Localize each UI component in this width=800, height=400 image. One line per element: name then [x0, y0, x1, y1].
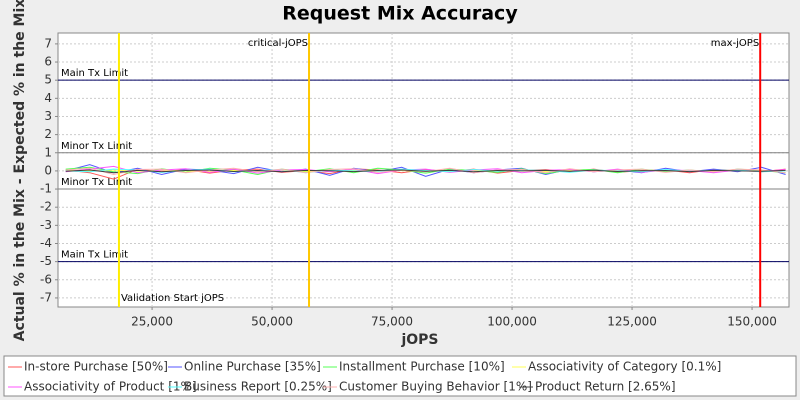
legend-label: Associativity of Category [0.1%]	[528, 360, 721, 374]
x-tick-label: 125,000	[607, 315, 657, 329]
limit-label: Main Tx Limit	[61, 68, 128, 79]
y-tick-label: 6	[44, 55, 52, 69]
limit-label: Minor Tx Limit	[61, 177, 132, 188]
y-tick-label: 3	[44, 109, 52, 123]
marker-label: Validation Start jOPS	[121, 293, 224, 304]
legend-label: Customer Buying Behavior [1%]	[339, 380, 532, 394]
legend-label: In-store Purchase [50%]	[24, 360, 168, 374]
legend-box	[3, 355, 797, 397]
marker-label: max-jOPS	[711, 38, 759, 49]
y-tick-label: -6	[40, 272, 52, 286]
limit-label: Main Tx Limit	[61, 250, 128, 261]
legend-label: Business Report [0.25%]	[184, 380, 332, 394]
marker-label: critical-jOPS	[248, 38, 308, 49]
x-axis-label: jOPS	[400, 332, 438, 348]
y-tick-label: -7	[40, 290, 52, 304]
legend-label: Installment Purchase [10%]	[339, 360, 505, 374]
y-tick-label: 7	[44, 36, 52, 50]
x-tick-label: 25,000	[131, 315, 173, 329]
y-tick-label: -4	[40, 236, 52, 250]
x-tick-label: 100,000	[487, 315, 537, 329]
y-tick-label: 5	[44, 73, 52, 87]
y-tick-label: 0	[44, 163, 52, 177]
legend: In-store Purchase [50%] Online Purchase […	[8, 360, 721, 394]
y-tick-label: -2	[40, 200, 52, 214]
y-tick-label: 2	[44, 127, 52, 141]
y-tick-label: 1	[44, 145, 52, 159]
legend-label: Associativity of Product [1%]	[24, 380, 197, 394]
y-tick-label: -5	[40, 254, 52, 268]
x-tick-label: 50,000	[251, 315, 293, 329]
series-line	[65, 169, 786, 174]
limit-label: Minor Tx Limit	[61, 141, 132, 152]
legend-label: Online Purchase [35%]	[184, 360, 321, 374]
marks: Main Tx Limit Minor Tx Limit Minor Tx Limi…	[58, 33, 789, 307]
chart-title: Request Mix Accuracy	[282, 3, 518, 25]
y-tick-label: 4	[44, 91, 52, 105]
y-tick-label: -1	[40, 182, 52, 196]
y-tick-label: -3	[40, 218, 52, 232]
x-tick-label: 150,000	[727, 315, 777, 329]
y-axis-label: Actual % in the Mix - Expected % in the …	[12, 0, 28, 341]
x-tick-label: 75,000	[371, 315, 413, 329]
legend-label: Product Return [2.65%]	[535, 380, 676, 394]
